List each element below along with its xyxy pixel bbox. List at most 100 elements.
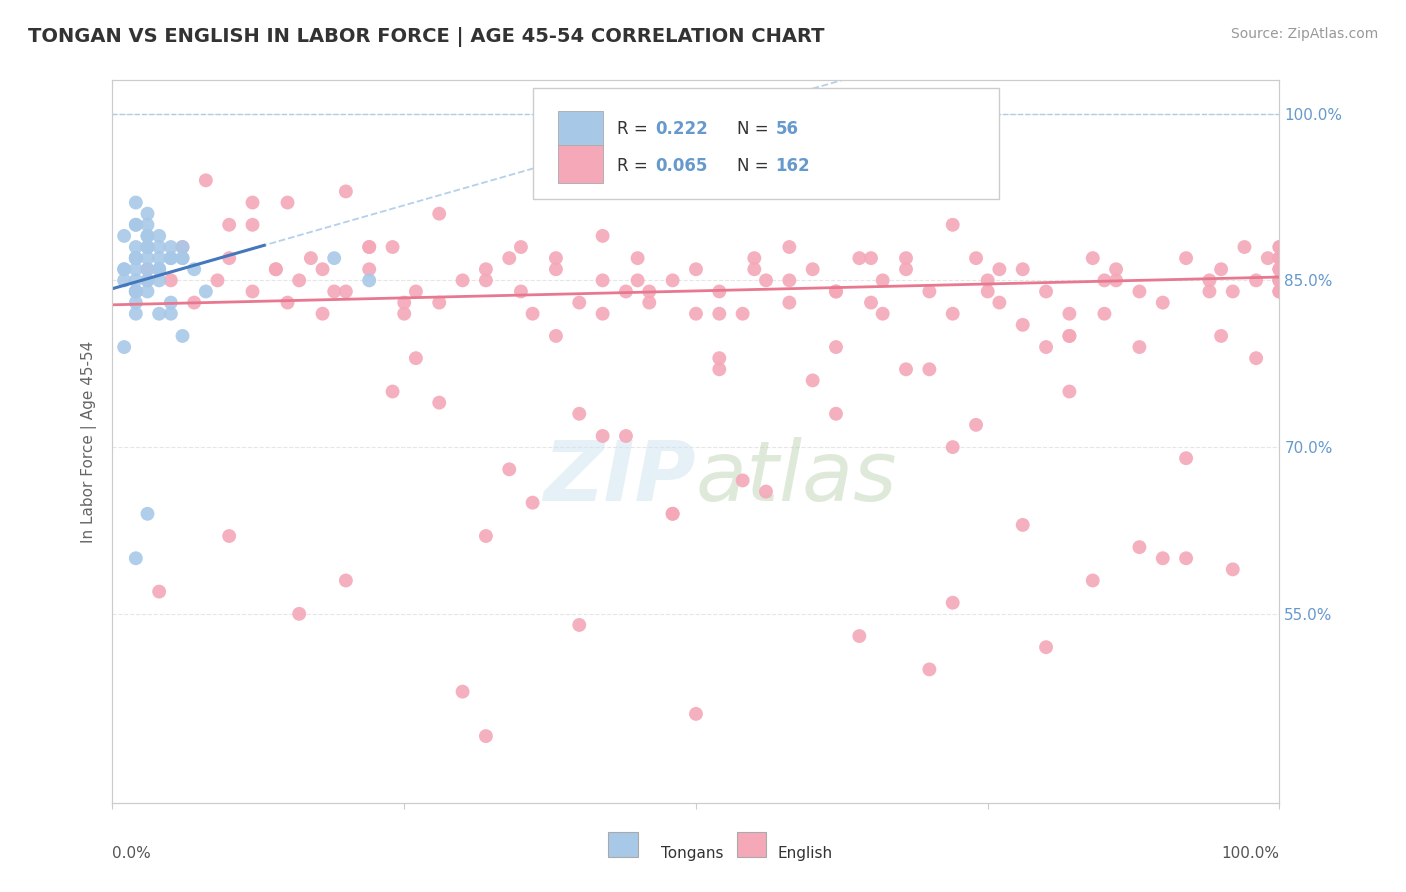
Point	[148, 240, 170, 254]
Point	[112, 340, 135, 354]
Point	[614, 285, 637, 299]
Point	[136, 228, 159, 243]
Point	[1035, 640, 1057, 655]
Point	[335, 185, 357, 199]
Point	[1268, 251, 1291, 265]
Point	[125, 195, 148, 210]
Text: atlas: atlas	[696, 437, 897, 518]
Point	[394, 295, 416, 310]
Point	[207, 273, 229, 287]
Point	[299, 251, 322, 265]
Point	[288, 607, 311, 621]
Point	[160, 240, 183, 254]
Point	[172, 240, 194, 254]
Point	[1268, 240, 1291, 254]
Point	[942, 307, 965, 321]
Point	[125, 295, 148, 310]
Point	[638, 295, 661, 310]
Point	[136, 240, 159, 254]
Text: 100.0%: 100.0%	[1222, 847, 1279, 861]
Point	[276, 295, 298, 310]
Point	[522, 307, 544, 321]
Point	[136, 218, 159, 232]
Point	[125, 251, 148, 265]
Point	[264, 262, 287, 277]
Point	[125, 218, 148, 232]
Point	[1128, 340, 1150, 354]
Point	[860, 295, 883, 310]
Point	[1105, 262, 1128, 277]
Point	[661, 507, 683, 521]
Text: 56: 56	[775, 120, 799, 137]
Bar	[558, 145, 603, 183]
Point	[1105, 273, 1128, 287]
Point	[148, 228, 170, 243]
Point	[509, 240, 531, 254]
Point	[755, 273, 778, 287]
Point	[568, 407, 591, 421]
Point	[1059, 329, 1081, 343]
Point	[568, 295, 591, 310]
Point	[1268, 240, 1291, 254]
Point	[136, 240, 159, 254]
Point	[1175, 551, 1198, 566]
Point	[778, 240, 800, 254]
Point	[685, 262, 707, 277]
Point	[183, 295, 205, 310]
Point	[825, 340, 848, 354]
Point	[614, 429, 637, 443]
Point	[627, 251, 650, 265]
Point	[848, 251, 870, 265]
Point	[125, 285, 148, 299]
Point	[1094, 273, 1116, 287]
Point	[136, 273, 159, 287]
Point	[381, 384, 404, 399]
Point	[427, 207, 450, 221]
Point	[1268, 251, 1291, 265]
Point	[976, 273, 998, 287]
Point	[276, 195, 298, 210]
Point	[1268, 262, 1291, 277]
Point	[825, 285, 848, 299]
Point	[405, 351, 427, 366]
Point	[160, 273, 183, 287]
Point	[1198, 273, 1220, 287]
Point	[218, 529, 240, 543]
Point	[592, 307, 614, 321]
Point	[942, 218, 965, 232]
Point	[112, 262, 135, 277]
Point	[801, 373, 824, 387]
Point	[394, 307, 416, 321]
Text: 0.222: 0.222	[655, 120, 707, 137]
Point	[218, 218, 240, 232]
Point	[592, 228, 614, 243]
Point	[1035, 285, 1057, 299]
Point	[172, 329, 194, 343]
Point	[125, 262, 148, 277]
Point	[942, 596, 965, 610]
Point	[1268, 262, 1291, 277]
Point	[160, 295, 183, 310]
Point	[509, 285, 531, 299]
Point	[709, 351, 731, 366]
Point	[1222, 562, 1244, 576]
Point	[125, 285, 148, 299]
Point	[661, 273, 683, 287]
Point	[475, 529, 498, 543]
Y-axis label: In Labor Force | Age 45-54: In Labor Force | Age 45-54	[80, 341, 97, 542]
Point	[183, 262, 205, 277]
Point	[148, 262, 170, 277]
Text: N =: N =	[737, 120, 773, 137]
Point	[1175, 251, 1198, 265]
Point	[125, 551, 148, 566]
Point	[288, 273, 311, 287]
Point	[894, 262, 917, 277]
Point	[860, 251, 883, 265]
Point	[942, 440, 965, 454]
Point	[1244, 273, 1267, 287]
Point	[359, 240, 381, 254]
Point	[1209, 329, 1232, 343]
Point	[918, 662, 941, 676]
Point	[1152, 295, 1174, 310]
Text: Source: ZipAtlas.com: Source: ZipAtlas.com	[1230, 27, 1378, 41]
